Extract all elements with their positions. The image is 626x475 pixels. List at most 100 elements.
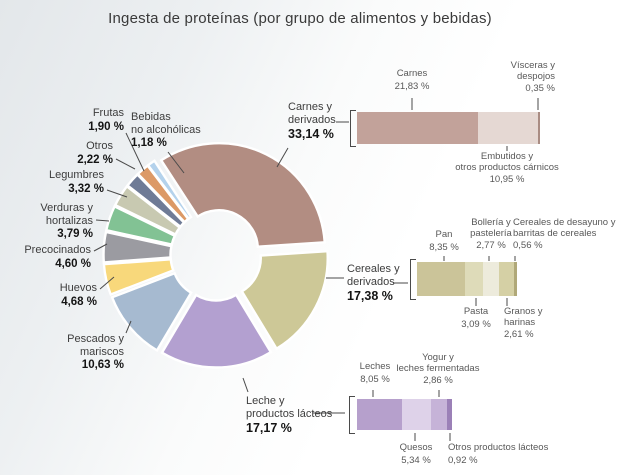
label-text: Bollería y [471, 217, 511, 228]
label-text: Quesos [399, 442, 433, 453]
label-value: 3,32 % [68, 182, 104, 195]
label-text: despojos [516, 70, 555, 82]
leader-line [276, 147, 289, 168]
label-value: 21,83 % [394, 80, 430, 92]
label-text: harinas [504, 316, 536, 328]
label-value: 3,79 % [57, 228, 93, 240]
pie-slice-bebidas-no-alcoholicas [146, 159, 193, 221]
segment-label-otros-productos-lacteos: Otros productos lácteos 0,92 % [448, 442, 549, 467]
bar-segment-bolleria-y-pasteleria [482, 262, 499, 296]
label-value: 10,95 % [489, 174, 525, 185]
label-text: Huevos [59, 282, 97, 294]
label-value: 5,34 % [401, 454, 431, 466]
segment-label-leches: Leches 8,05 % [275, 361, 475, 386]
label-value: 4,60 % [55, 257, 91, 270]
label-value: 2,77 % [476, 240, 506, 251]
label-text: productos lácteos [246, 408, 333, 420]
label-text: Pasta [463, 306, 489, 317]
stacked-bar-carnes-y-derivados [357, 112, 540, 144]
label-value: 17,38 % [347, 289, 393, 303]
label-text: Embutidos y [480, 151, 534, 162]
pie-slice-cereales-y-derivados [240, 249, 329, 351]
label-text: derivados [288, 114, 336, 126]
chart-title: Ingesta de proteínas (por grupo de alime… [108, 10, 492, 27]
segment-label-bolleria-y-pasteleria: Bollería y pastelería 2,77 % [391, 217, 591, 252]
leader-line [93, 243, 108, 252]
pie-label-verduras-y-hortalizas: Verduras y hortalizas 3,79 % [40, 202, 93, 241]
label-text: Frutas [92, 107, 124, 119]
bar-bracket [349, 396, 355, 434]
leader-line [125, 132, 145, 172]
label-text: Yogur y [422, 352, 454, 363]
label-text: pastelería [470, 227, 512, 239]
leader-line [95, 219, 110, 222]
leader-line [167, 151, 185, 174]
label-text: Cereales y [347, 263, 400, 275]
label-value: 33,14 % [288, 127, 334, 141]
label-text: otros productos cárnicos [455, 161, 559, 173]
pie-slice-leche-y-productos-lacteos [160, 293, 273, 369]
bar-segment-cereales-de-desayuno-y-barritas-de-cereales [513, 262, 517, 296]
bar-bracket [350, 110, 356, 147]
label-value: 4,68 % [61, 295, 97, 308]
label-text: mariscos [79, 345, 124, 358]
label-value: 1,90 % [88, 120, 124, 133]
leader-line [115, 158, 136, 170]
label-value: 17,17 % [246, 421, 292, 435]
label-text: Verduras y [40, 202, 93, 214]
label-text: Carnes [396, 68, 428, 79]
bar-segment-granos-y-harinas [498, 262, 514, 296]
label-value: 1,18 % [131, 137, 167, 149]
segment-label-embutidos-y-otros-productos-carnicos: Embutidos y otros productos cárnicos 10,95… [407, 151, 607, 186]
stacked-bar-cereales-y-derivados [417, 262, 517, 296]
label-text: Leches [359, 361, 391, 372]
label-value: 8,35 % [429, 241, 459, 253]
label-value: 2,22 % [77, 153, 113, 166]
group-label-carnes-y-derivados: Carnes y derivados 33,14 % [288, 101, 336, 142]
segment-label-visceras-y-despojos: Vísceras y despojos 0,35 % [511, 60, 555, 95]
label-text: barritas de cereales [513, 227, 597, 239]
bar-segment-carnes [357, 112, 478, 144]
label-text: Otros productos lácteos [448, 442, 549, 453]
segment-label-quesos: Quesos 5,34 % [316, 442, 516, 467]
pie-slice-pescados-y-mariscos [110, 271, 193, 353]
label-text: Cereales de desayuno y [513, 217, 616, 228]
segment-label-yogur-y-leches-fermentadas: Yogur y leches fermentadas 2,86 % [338, 352, 538, 387]
label-text: Pescados y [67, 333, 124, 345]
bar-segment-pasta [465, 262, 483, 296]
label-text: Legumbres [48, 169, 104, 181]
leader-line [99, 276, 115, 290]
pie-slice-huevos [102, 258, 175, 297]
pie-label-frutas: Frutas 1,90 % [88, 107, 124, 134]
segment-label-pasta: Pasta 3,09 % [376, 306, 576, 331]
pie-label-bebidas-no-alcoholicas: Bebidas no alcohólicas 1,18 % [131, 111, 201, 150]
label-text: leches fermentadas [396, 362, 480, 374]
segment-label-pan: Pan 8,35 % [344, 229, 544, 254]
label-text: Leche y [246, 395, 285, 407]
label-value: 10,63 % [81, 359, 124, 371]
bar-segment-quesos [401, 399, 432, 430]
label-text: hortalizas [45, 214, 93, 227]
label-value: 0,56 % [513, 240, 543, 251]
pie-label-pescados-y-mariscos: Pescados y mariscos 10,63 % [67, 333, 124, 372]
pie-label-huevos: Huevos 4,68 % [60, 282, 97, 309]
label-value: 2,61 % [504, 329, 534, 340]
label-value: 0,35 % [525, 83, 555, 94]
label-text: Pan [435, 229, 453, 240]
leader-line [106, 189, 128, 198]
bar-segment-visceras-y-despojos [537, 112, 540, 144]
pie-slice-carnes-y-derivados [159, 142, 326, 248]
bar-segment-pan [417, 262, 466, 296]
segment-label-granos-y-harinas: Granos y harinas 2,61 % [504, 306, 543, 341]
segment-label-carnes: Carnes 21,83 % [312, 68, 512, 93]
pie-slice-precocinados [102, 230, 173, 264]
bar-bracket [410, 259, 416, 300]
label-value: 0,92 % [448, 454, 478, 466]
pie-label-precocinados: Precocinados 4,60 % [24, 244, 91, 271]
label-value: 8,05 % [360, 373, 390, 385]
pie-label-legumbres: Legumbres 3,32 % [49, 169, 104, 196]
leader-line [125, 320, 132, 334]
bar-segment-otros-productos-lacteos [446, 399, 452, 430]
